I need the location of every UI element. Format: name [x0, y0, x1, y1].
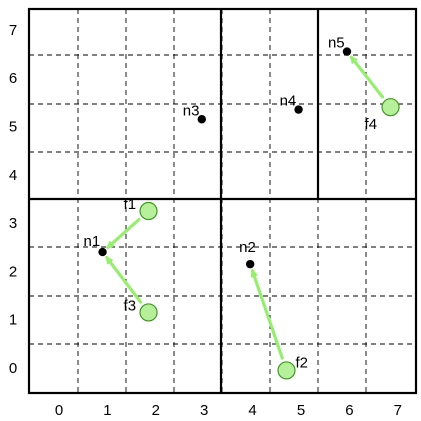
flow-label-f4: f4: [365, 116, 378, 133]
node-label-n5: n5: [328, 35, 345, 52]
partition-lines: [27, 7, 418, 395]
y-tick-label: 5: [9, 119, 17, 136]
y-tick-label: 0: [9, 360, 17, 377]
y-tick-label: 2: [9, 263, 17, 280]
y-axis-ticks: 0 1 2 3 4 5 6 7: [9, 22, 17, 377]
x-tick-label: 6: [345, 402, 353, 419]
flow-circle-f2: [277, 361, 296, 380]
flow-circle-f4: [381, 98, 400, 117]
node-dot-n1: [98, 247, 107, 257]
flow-arrow-f4: [349, 55, 385, 99]
flow-circle-f3: [139, 303, 158, 322]
flow-label-f3: f3: [124, 297, 137, 314]
node-dot-n3: [197, 115, 206, 124]
flow-markers: f1 f2 f3 f4: [124, 98, 400, 380]
flow-arrow-f2: [250, 268, 284, 360]
flow-label-f1: f1: [124, 196, 137, 213]
y-tick-label: 6: [9, 70, 17, 87]
node-dot-n2: [245, 259, 255, 269]
y-tick-label: 4: [9, 167, 17, 184]
node-label-n4: n4: [280, 93, 297, 110]
node-label-n1: n1: [84, 233, 101, 250]
node-dot-n4: [294, 105, 303, 114]
node-markers: n1 n2 n3 n4 n5: [84, 35, 352, 269]
node-dot-n5: [342, 47, 352, 56]
node-label-n2: n2: [239, 239, 256, 256]
flow-arrow-f1: [106, 218, 141, 250]
flow-label-f2: f2: [295, 354, 308, 371]
y-tick-label: 1: [9, 312, 17, 329]
flow-arrow-f3: [105, 256, 143, 304]
y-tick-label: 7: [9, 22, 17, 39]
flow-circle-f1: [139, 201, 158, 221]
x-tick-label: 0: [55, 402, 63, 419]
x-tick-label: 4: [248, 402, 256, 419]
flow-arrows: [105, 55, 385, 360]
x-tick-label: 1: [103, 402, 111, 419]
outer-frame: [27, 7, 418, 395]
x-tick-label: 7: [394, 402, 402, 419]
x-tick-label: 5: [297, 402, 305, 419]
y-tick-label: 3: [9, 215, 17, 232]
node-label-n3: n3: [183, 102, 200, 119]
x-tick-label: 2: [152, 402, 160, 419]
x-axis-ticks: 0 1 2 3 4 5 6 7: [55, 402, 402, 419]
x-tick-label: 3: [200, 402, 208, 419]
